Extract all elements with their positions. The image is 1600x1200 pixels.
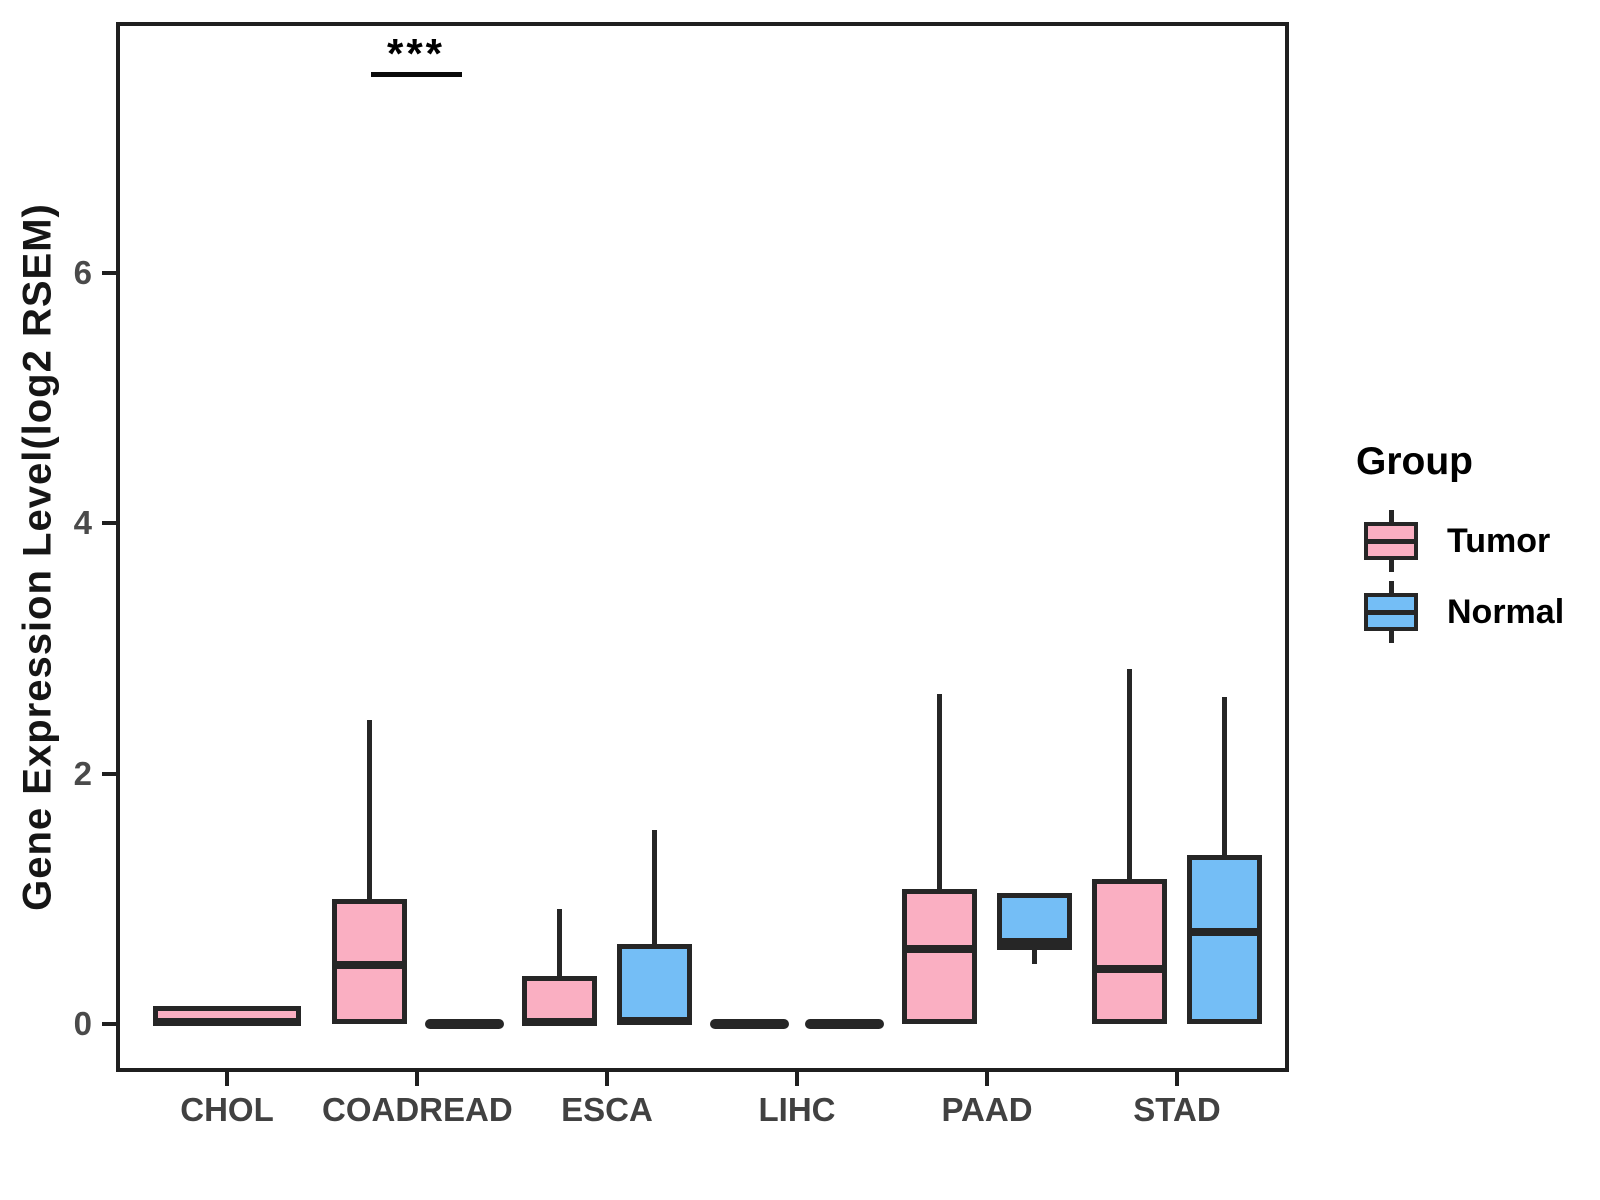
x-tick-PAAD <box>985 1072 989 1086</box>
box-ESCA-Normal <box>617 944 692 1025</box>
x-tick-label-LIHC: LIHC <box>758 1091 836 1128</box>
box-STAD-Tumor-median <box>1092 965 1167 974</box>
y-tick-label-6: 6 <box>73 253 92 291</box>
x-tick-label-PAAD: PAAD <box>941 1091 1033 1128</box>
x-tick-label-ESCA: ESCA <box>561 1091 653 1128</box>
box-ESCA-Normal-upper-whisker <box>652 830 657 947</box>
box-ESCA-Tumor-upper-whisker <box>557 909 562 978</box>
box-ESCA-Tumor-median <box>522 1017 597 1026</box>
box-STAD-Normal-upper-whisker <box>1222 697 1227 858</box>
box-COADREAD-Tumor-median <box>332 961 407 970</box>
y-tick-label-0: 0 <box>73 1005 92 1043</box>
box-PAAD-Tumor-upper-whisker <box>937 693 942 892</box>
box-PAAD-Normal-median <box>997 937 1072 946</box>
x-tick-STAD <box>1175 1072 1179 1086</box>
significance-stars: *** <box>386 30 446 77</box>
box-PAAD-Normal-lower-whisker <box>1032 948 1037 965</box>
y-tick-6 <box>102 270 116 275</box>
x-tick-ESCA <box>605 1072 609 1086</box>
box-COADREAD-Normal <box>425 1019 504 1030</box>
box-STAD-Normal <box>1187 855 1262 1025</box>
x-tick-label-CHOL: CHOL <box>180 1091 274 1128</box>
x-tick-CHOL <box>225 1072 229 1086</box>
box-STAD-Tumor-upper-whisker <box>1127 668 1132 882</box>
box-CHOL-Tumor-median <box>153 1017 301 1026</box>
box-LIHC-Tumor <box>710 1019 789 1030</box>
y-tick-label-2: 2 <box>73 754 92 792</box>
x-tick-label-STAD: STAD <box>1133 1091 1221 1128</box>
box-LIHC-Normal <box>805 1019 884 1030</box>
y-tick-4 <box>102 521 116 526</box>
y-tick-2 <box>102 771 116 776</box>
y-tick-0 <box>102 1022 116 1027</box>
significance-bar <box>371 72 462 77</box>
legend-key-median-Normal <box>1364 609 1418 615</box>
box-STAD-Normal-median <box>1187 927 1262 936</box>
y-tick-label-4: 4 <box>73 504 92 542</box>
x-tick-label-COADREAD: COADREAD <box>322 1091 513 1128</box>
box-COADREAD-Tumor-upper-whisker <box>367 719 372 902</box>
box-PAAD-Tumor <box>902 889 977 1025</box>
legend-label-Normal: Normal <box>1447 593 1565 631</box>
box-STAD-Tumor <box>1092 879 1167 1025</box>
legend-label-Tumor: Tumor <box>1447 522 1551 560</box>
legend-key-median-Tumor <box>1364 538 1418 544</box>
x-tick-COADREAD <box>415 1072 419 1086</box>
legend-title: Group <box>1356 440 1473 483</box>
box-PAAD-Tumor-median <box>902 945 977 954</box>
x-tick-LIHC <box>795 1072 799 1086</box>
box-ESCA-Normal-median <box>617 1016 692 1025</box>
